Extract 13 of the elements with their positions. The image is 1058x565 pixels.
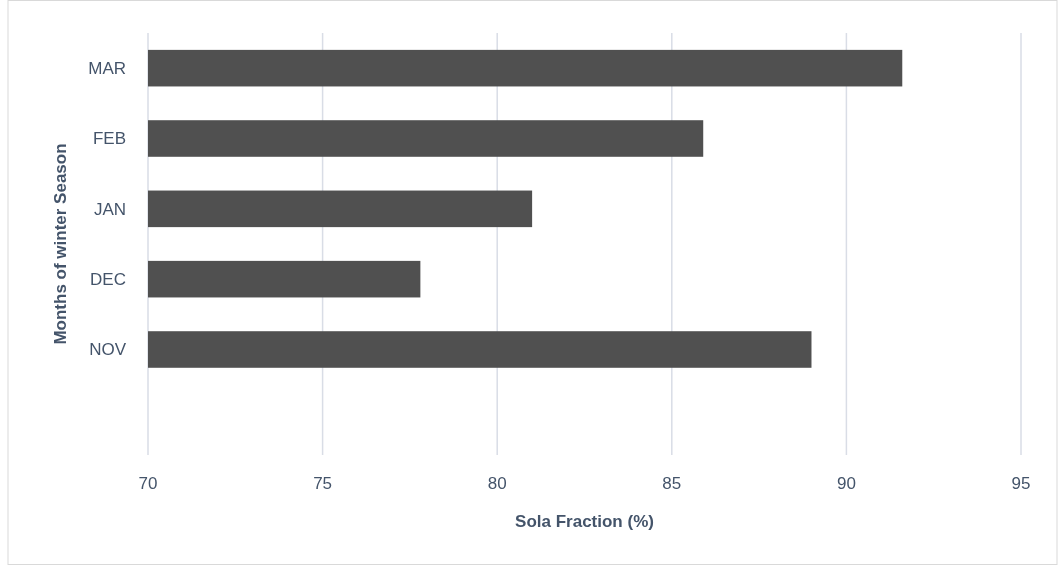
y-axis-title: Months of winter Season bbox=[51, 143, 70, 345]
x-tick-label: 85 bbox=[662, 474, 682, 493]
y-tick-label: JAN bbox=[93, 199, 126, 219]
x-tick-label: 75 bbox=[313, 474, 333, 493]
y-tick-label: FEB bbox=[92, 129, 126, 149]
x-tick-label: 80 bbox=[487, 474, 507, 493]
x-tick-label: 90 bbox=[836, 474, 856, 493]
y-tick-label: MAR bbox=[88, 59, 126, 79]
y-tick-label: DEC bbox=[90, 270, 126, 290]
x-axis-title: Sola Fraction (%) bbox=[515, 512, 654, 531]
x-tick-label: 95 bbox=[1011, 474, 1031, 493]
x-tick-label: 70 bbox=[138, 474, 158, 493]
y-tick-label: NOV bbox=[89, 340, 127, 360]
